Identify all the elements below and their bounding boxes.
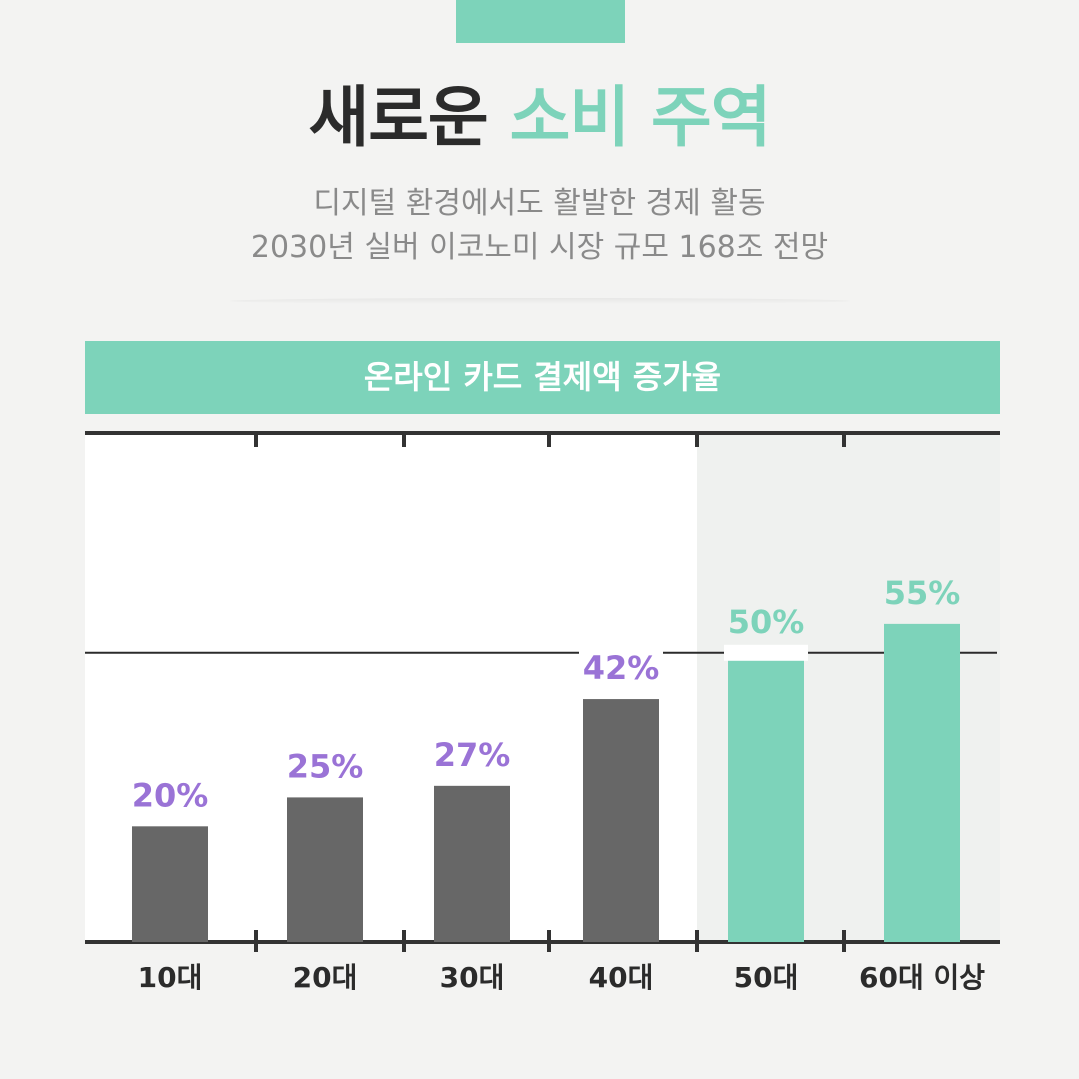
x-tick-label: 30대 — [440, 961, 505, 990]
bar — [132, 826, 208, 942]
subtitle-line1: 디지털 환경에서도 활발한 경제 활동 — [313, 186, 766, 221]
bar — [884, 623, 960, 942]
x-tick-label: 60대 이상 — [859, 961, 985, 990]
x-tick-label: 20대 — [293, 961, 358, 990]
bar-chart-svg: 20% 10대 25% 20대 27% 30대 42% 40대 50% 50대 55% 60대 이상 — [85, 431, 1000, 990]
chart-title: 온라인 카드 결제액 증가율 — [85, 341, 1000, 414]
data-label-backdrop — [579, 644, 663, 661]
x-tick-label: 40대 — [589, 961, 654, 990]
x-tick-label: 50대 — [734, 961, 799, 990]
divider — [230, 298, 850, 304]
data-label: 50% — [728, 603, 805, 641]
bar — [583, 699, 659, 942]
data-label: 20% — [132, 776, 209, 814]
bar — [434, 785, 510, 942]
top-accent-tab — [456, 0, 625, 43]
x-tick-label: 10대 — [138, 961, 203, 990]
subtitle-line2: 2030년 실버 이코노미 시장 규모 168조 전망 — [250, 230, 829, 265]
title-part2: 소비 주역 — [509, 79, 772, 156]
bar — [287, 797, 363, 942]
bar — [728, 652, 804, 942]
data-label: 55% — [884, 574, 961, 612]
page-title: 새로운 소비 주역 — [0, 78, 1079, 158]
title-part1: 새로운 — [308, 79, 488, 156]
data-label: 25% — [287, 747, 364, 785]
data-label: 42% — [583, 649, 660, 687]
bar-chart: 20% 10대 25% 20대 27% 30대 42% 40대 50% 50대 55% 60대 이상 — [85, 430, 1000, 990]
data-label-backdrop — [724, 644, 808, 661]
data-label: 27% — [434, 736, 511, 774]
